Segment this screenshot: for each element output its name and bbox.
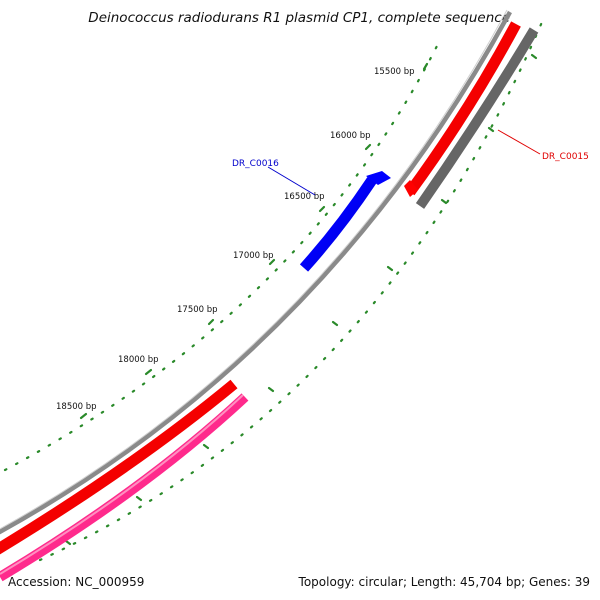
tick-label: 18500 bp [56, 402, 97, 412]
gene-label-dr-c0015[interactable]: DR_C0015 [542, 152, 589, 162]
tick-label: 16500 bp [284, 192, 325, 202]
backbone-ring-highlight [0, 9, 508, 530]
outer-tick-ring [3, 38, 442, 472]
leader-line-dr-c0015 [497, 129, 541, 155]
tick-label: 17500 bp [177, 305, 218, 315]
gene-arrowhead-dr-c0016 [366, 171, 391, 185]
tick-label: 18000 bp [118, 355, 159, 365]
inner-tick-ring [38, 13, 547, 562]
gene-feature-dr-c0016[interactable] [299, 176, 377, 272]
tick-label: 15500 bp [374, 67, 415, 77]
red-feature-lower[interactable] [0, 379, 238, 557]
pink-feature-highlight [0, 394, 244, 575]
gene-label-dr-c0016[interactable]: DR_C0016 [232, 159, 279, 169]
backbone-ring [0, 10, 512, 535]
gene-feature-dr-c0015[interactable] [405, 21, 521, 196]
tick-labels: 15500 bp 16000 bp 16500 bp 17000 bp 1750… [56, 67, 415, 412]
map-summary-text: Topology: circular; Length: 45,704 bp; G… [298, 575, 590, 589]
outer-major-ticks [79, 62, 429, 420]
map-title: Deinococcus radiodurans R1 plasmid CP1, … [88, 10, 510, 26]
tick-label: 17000 bp [233, 251, 274, 261]
inner-major-ticks [64, 53, 538, 546]
gene-arrowhead-dr-c0015 [404, 180, 418, 197]
accession-text: Accession: NC_000959 [8, 575, 144, 589]
pink-feature[interactable] [0, 393, 249, 582]
tick-label: 16000 bp [330, 131, 371, 141]
leader-line-dr-c0016 [267, 166, 316, 196]
gray-feature[interactable] [415, 27, 539, 209]
